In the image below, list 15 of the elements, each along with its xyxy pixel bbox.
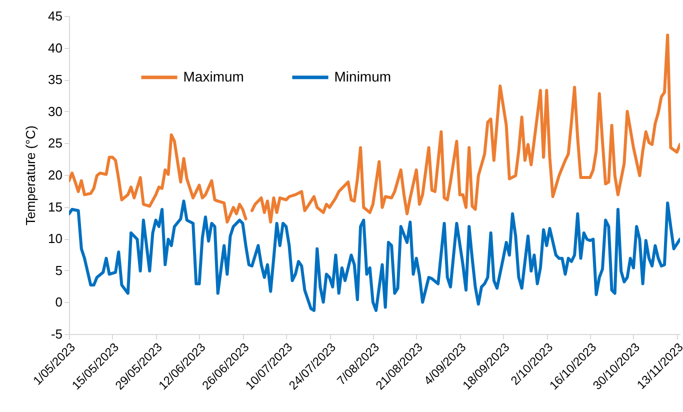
line-series [69, 200, 680, 312]
y-tick-label: -5 [50, 326, 62, 342]
legend-label: Maximum [183, 68, 244, 84]
y-tick-label: 25 [48, 136, 62, 151]
y-tick-label: 30 [48, 104, 62, 119]
y-tick-label: 20 [48, 168, 62, 182]
y-tick-label: 45 [48, 8, 62, 24]
y-tick-label: 40 [48, 40, 62, 56]
y-tick-label: 5 [55, 262, 62, 278]
y-tick-label: 15 [48, 199, 62, 214]
y-tick-label: 10 [48, 231, 62, 246]
y-tick-label: 0 [55, 294, 62, 310]
y-tick-label: 35 [48, 72, 62, 88]
y-axis-title: Temperature (°C) [23, 126, 38, 226]
legend-label: Minimum [334, 68, 392, 84]
